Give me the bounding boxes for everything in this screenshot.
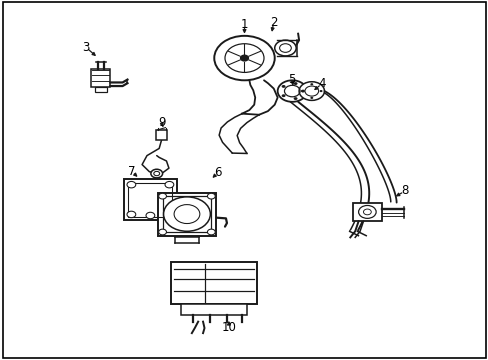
Circle shape	[240, 55, 248, 61]
Text: 3: 3	[82, 41, 89, 54]
Bar	[158, 193, 216, 235]
Circle shape	[158, 229, 166, 235]
Text: 9: 9	[158, 116, 165, 129]
Circle shape	[301, 90, 304, 92]
Circle shape	[127, 211, 136, 218]
Bar	[91, 69, 110, 87]
Circle shape	[310, 97, 313, 99]
Circle shape	[277, 80, 306, 102]
Text: 7: 7	[127, 165, 135, 177]
Circle shape	[319, 90, 322, 92]
Text: 8: 8	[401, 184, 408, 197]
Circle shape	[127, 181, 136, 188]
Circle shape	[310, 83, 313, 85]
Bar	[128, 183, 172, 217]
Bar	[171, 262, 256, 304]
Circle shape	[163, 197, 210, 231]
Polygon shape	[242, 80, 277, 115]
Circle shape	[164, 181, 173, 188]
Circle shape	[146, 212, 155, 219]
Text: 2: 2	[269, 16, 277, 29]
Bar	[95, 87, 106, 93]
Bar	[156, 130, 167, 140]
Circle shape	[281, 85, 285, 88]
Bar	[352, 203, 381, 221]
Polygon shape	[324, 91, 396, 203]
Circle shape	[151, 169, 162, 178]
Text: 10: 10	[221, 320, 236, 333]
Circle shape	[207, 229, 215, 235]
Circle shape	[358, 206, 375, 219]
Text: 6: 6	[213, 166, 221, 179]
Circle shape	[301, 90, 305, 93]
Circle shape	[207, 193, 215, 199]
Text: 5: 5	[288, 73, 295, 86]
Circle shape	[158, 193, 166, 199]
Circle shape	[293, 82, 297, 85]
Text: 1: 1	[240, 18, 248, 31]
Circle shape	[164, 211, 173, 218]
Bar	[181, 304, 246, 315]
Circle shape	[281, 94, 285, 97]
Text: 4: 4	[318, 77, 325, 90]
Circle shape	[299, 82, 324, 100]
Polygon shape	[349, 231, 366, 237]
Circle shape	[293, 97, 297, 100]
Bar	[123, 179, 177, 220]
Bar	[162, 196, 211, 232]
